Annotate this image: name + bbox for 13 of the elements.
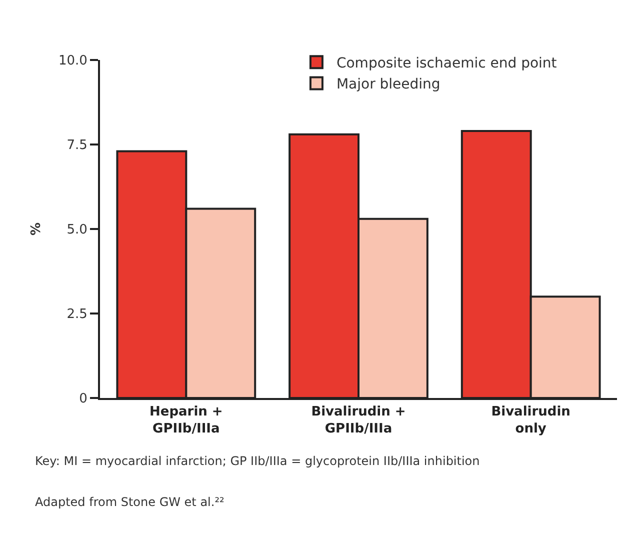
y-tick-label: 10.0 (58, 54, 88, 69)
x-tick-label: Bivalirudin only (491, 404, 570, 436)
legend-label: Composite ischaemic end point (336, 56, 558, 72)
y-tick-label: 2.5 (66, 307, 88, 322)
y-tick-label: 7.5 (66, 138, 88, 154)
text: Adapted from Stone GW et al.²² (35, 495, 225, 509)
y-axis-title: % (28, 222, 44, 236)
x-tick-label: Heparin + GPIIb/IIIa (150, 404, 223, 436)
text: Key: MI = myocardial infarction; GP IIb/IIIa = glycoprotein IIb/IIIa inhibition (35, 454, 480, 468)
y-tick-label: 5.0 (66, 222, 88, 238)
y-tick-label: 0 (79, 392, 88, 407)
x-tick-label: Bivalirudin + GPIIb/IIIa (311, 404, 406, 436)
legend-label: Major bleeding (336, 76, 440, 93)
